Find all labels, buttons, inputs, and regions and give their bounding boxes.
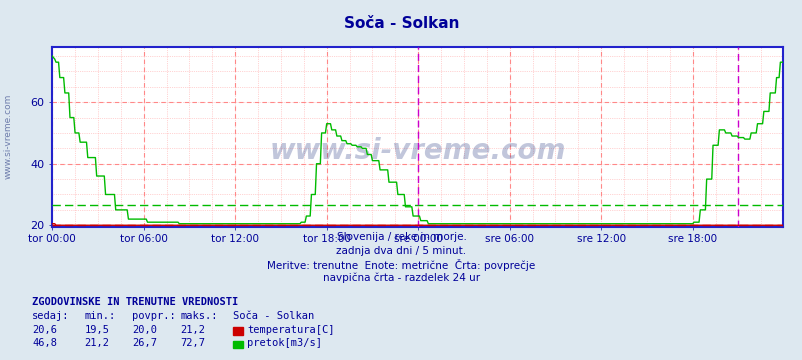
Text: sedaj:: sedaj: [32,311,70,321]
Text: Slovenija / reke in morje.: Slovenija / reke in morje. [336,232,466,242]
Text: 21,2: 21,2 [180,325,205,335]
Text: temperatura[C]: temperatura[C] [247,325,334,335]
Text: navpična črta - razdelek 24 ur: navpična črta - razdelek 24 ur [322,272,480,283]
Text: ZGODOVINSKE IN TRENUTNE VREDNOSTI: ZGODOVINSKE IN TRENUTNE VREDNOSTI [32,297,238,307]
Text: www.si-vreme.com: www.si-vreme.com [269,137,565,165]
Text: www.si-vreme.com: www.si-vreme.com [3,94,13,180]
Text: Soča - Solkan: Soča - Solkan [343,16,459,31]
Text: povpr.:: povpr.: [132,311,176,321]
Text: min.:: min.: [84,311,115,321]
Text: 20,6: 20,6 [32,325,57,335]
Text: 20,0: 20,0 [132,325,157,335]
Text: Soča - Solkan: Soča - Solkan [233,311,314,321]
Text: 72,7: 72,7 [180,338,205,348]
Text: Meritve: trenutne  Enote: metrične  Črta: povprečje: Meritve: trenutne Enote: metrične Črta: … [267,259,535,271]
Text: zadnja dva dni / 5 minut.: zadnja dva dni / 5 minut. [336,246,466,256]
Text: 26,7: 26,7 [132,338,157,348]
Text: pretok[m3/s]: pretok[m3/s] [247,338,322,348]
Text: 21,2: 21,2 [84,338,109,348]
Text: maks.:: maks.: [180,311,218,321]
Text: 46,8: 46,8 [32,338,57,348]
Text: 19,5: 19,5 [84,325,109,335]
